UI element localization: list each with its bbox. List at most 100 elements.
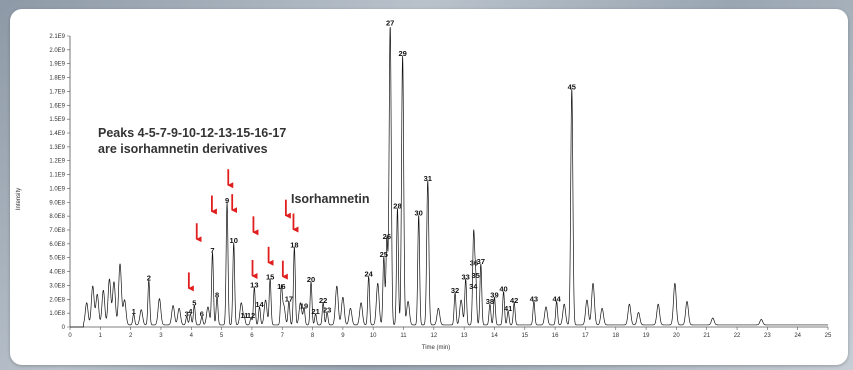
x-tick-label: 18	[612, 333, 619, 339]
peak-label: 16	[277, 282, 285, 291]
peak-label: 43	[530, 294, 538, 303]
x-tick-label: 1	[99, 333, 103, 339]
y-tick-label: 1.9E9	[49, 62, 65, 68]
peak-label: 10	[230, 236, 238, 245]
y-tick-label: 8.0E8	[49, 214, 65, 220]
peak-label: 22	[319, 296, 327, 305]
axes-layer: 0 1 2 3 4 5 6 7 8 9 10 11 12 13 14 15 16 17 18 19 20 21 22 23 24…	[49, 34, 832, 339]
y-tick-label: 4.0E8	[49, 270, 65, 276]
y-tick-label: 1.0E8	[49, 311, 65, 317]
peak-label: 42	[510, 296, 518, 305]
x-tick-label: 2	[129, 333, 133, 339]
x-tick-label: 10	[370, 333, 377, 339]
peak-label: 23	[323, 306, 331, 315]
chromatogram-trace	[69, 26, 829, 328]
y-tick-label: 2.0E8	[49, 297, 65, 303]
x-tick-label: 3	[159, 333, 163, 339]
y-tick-label: 1.1E9	[49, 173, 65, 179]
peak-label: 25	[380, 250, 388, 259]
y-tick-label: 2.0E9	[49, 48, 65, 54]
x-tick-label: 6	[250, 333, 254, 339]
peak-label: 24	[364, 270, 373, 279]
annotation-line-2: are isorhamnetin derivatives	[98, 142, 268, 156]
peak-label: 39	[490, 290, 498, 299]
x-tick-label: 22	[734, 333, 741, 339]
x-tick-label: 24	[794, 333, 801, 339]
peak-label: 38	[486, 297, 494, 306]
peak-label: 4	[188, 307, 193, 316]
y-tick-label: 1.7E9	[49, 89, 65, 95]
y-tick-label: 6.0E8	[49, 242, 65, 248]
peak-label: 33	[462, 272, 470, 281]
peak-label: 41	[504, 304, 512, 313]
trace-layer	[69, 26, 829, 328]
y-tick-label: 2.1E9	[49, 34, 65, 40]
x-axis-label: Time (min)	[422, 345, 450, 351]
x-tick-label: 11	[400, 333, 407, 339]
peak-label: 9	[225, 196, 229, 205]
peak-label: 1	[132, 307, 136, 316]
x-tick-label: 15	[521, 333, 528, 339]
peak-label: 28	[393, 202, 401, 211]
y-tick-label: 0	[62, 325, 66, 331]
y-tick-label: 9.0E8	[49, 200, 65, 206]
x-tick-label: 17	[582, 333, 589, 339]
chart-card: 0 1 2 3 4 5 6 7 8 9 10 11 12 13 14 15 16 17 18 19 20 21 22 23 24…	[10, 9, 848, 365]
peak-label: 37	[477, 257, 485, 266]
x-tick-label: 5	[220, 333, 224, 339]
peak-label: 13	[250, 281, 258, 290]
peak-label: 29	[398, 49, 406, 58]
peak-label: 32	[451, 286, 459, 295]
y-tick-label: 5.0E8	[49, 256, 65, 262]
y-tick-label: 1.0E9	[49, 186, 65, 192]
peak-label: 35	[472, 271, 480, 280]
x-tick-label: 21	[703, 333, 710, 339]
x-tick-label: 7	[281, 333, 285, 339]
y-tick-label: 1.3E9	[49, 145, 65, 151]
x-tick-label: 13	[461, 333, 468, 339]
peak-label: 2	[147, 274, 151, 283]
y-tick-label: 3.0E8	[49, 283, 65, 289]
peak-label: 14	[255, 300, 264, 309]
peak-label: 31	[424, 174, 432, 183]
peak-label: 30	[415, 209, 423, 218]
y-axis-label: Intensity	[16, 188, 22, 210]
peak-label: 3	[185, 310, 189, 319]
y-tick-label: 1.8E9	[49, 76, 65, 82]
peak-label-layer: 123 4567891011121314151617181920212223242…	[132, 19, 576, 320]
peak-label: 7	[210, 246, 214, 255]
peak-label: 45	[568, 82, 576, 91]
isorhamnetin-callout: Isorhamnetin	[291, 192, 370, 206]
peak-label: 40	[499, 285, 507, 294]
peak-label: 6	[200, 310, 204, 319]
peak-label: 11	[240, 311, 248, 320]
x-tick-label: 19	[643, 333, 650, 339]
y-tick-label: 1.4E9	[49, 131, 65, 137]
y-tick-label: 1.6E9	[49, 103, 65, 109]
x-tick-label: 12	[430, 333, 437, 339]
chromatogram-chart: 0 1 2 3 4 5 6 7 8 9 10 11 12 13 14 15 16 17 18 19 20 21 22 23 24…	[16, 19, 832, 351]
peak-label: 36	[470, 258, 478, 267]
x-tick-label: 14	[491, 333, 498, 339]
x-tick-label: 0	[68, 333, 72, 339]
peak-label: 21	[311, 307, 319, 316]
peak-label: 34	[469, 282, 478, 291]
peak-label: 27	[386, 19, 394, 28]
peak-label: 44	[552, 294, 561, 303]
arrow-layer	[187, 169, 299, 292]
y-tick-label: 1.2E9	[49, 159, 65, 165]
x-tick-label: 25	[825, 333, 832, 339]
peak-label: 18	[290, 240, 298, 249]
peak-label: 12	[247, 311, 255, 320]
peak-label: 20	[307, 275, 315, 284]
x-tick-label: 23	[764, 333, 771, 339]
x-tick-label: 20	[673, 333, 680, 339]
peak-label: 15	[266, 272, 274, 281]
peak-label: 5	[192, 299, 196, 308]
x-tick-label: 16	[552, 333, 559, 339]
x-tick-label: 8	[311, 333, 315, 339]
peak-label: 17	[285, 294, 293, 303]
peak-label: 26	[383, 232, 391, 241]
annotation-line-1: Peaks 4-5-7-9-10-12-13-15-16-17	[98, 126, 287, 140]
y-tick-label: 1.5E9	[49, 117, 65, 123]
